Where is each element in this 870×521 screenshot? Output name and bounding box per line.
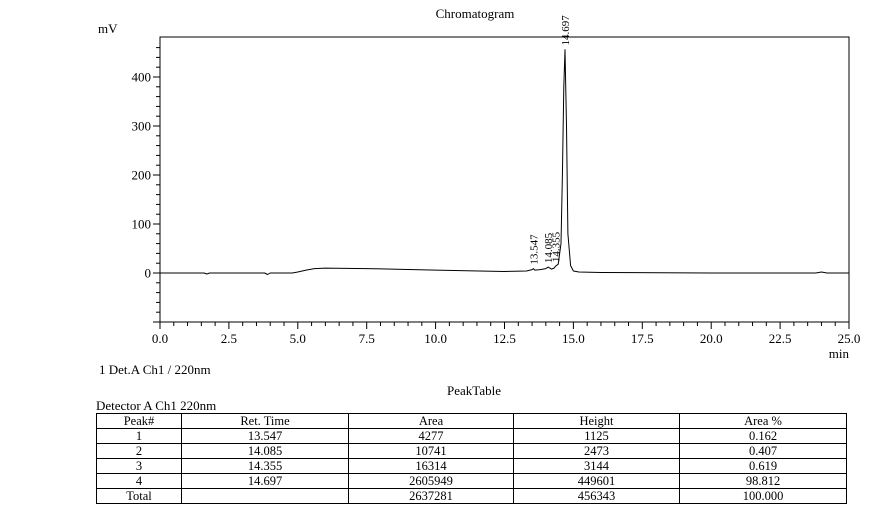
table-row: 4 14.697 2605949 449601 98.812	[96, 473, 847, 489]
column-header: Area	[348, 413, 514, 429]
table-cell: 2	[96, 443, 182, 459]
table-cell: 14.697	[181, 473, 349, 489]
peak-table-header-row: Peak# Ret. Time Area Height Area %	[96, 413, 847, 429]
x-tick-label: 5.0	[290, 331, 306, 346]
column-header: Height	[513, 413, 680, 429]
table-cell: 98.812	[679, 473, 847, 489]
table-cell	[181, 488, 349, 504]
y-tick-label: 400	[132, 70, 152, 85]
table-cell: 2473	[513, 443, 680, 459]
table-cell: 0.619	[679, 458, 847, 474]
detector-line: 1 Det.A Ch1 / 220nm	[99, 362, 211, 377]
table-cell: 14.355	[181, 458, 349, 474]
x-tick-label: 7.5	[359, 331, 375, 346]
x-tick-label: 20.0	[700, 331, 723, 346]
table-cell: 2637281	[348, 488, 514, 504]
y-axis-label: mV	[98, 21, 118, 36]
table-total-row: Total 2637281 456343 100.000	[96, 488, 847, 504]
plot-frame	[159, 36, 850, 323]
x-tick-label: 15.0	[562, 331, 585, 346]
table-row: 3 14.355 16314 3144 0.619	[96, 458, 847, 474]
table-cell: 0.162	[679, 428, 847, 444]
table-cell: 10741	[348, 443, 514, 459]
peak-table-title: PeakTable	[447, 383, 501, 398]
table-cell: 13.547	[181, 428, 349, 444]
table-cell: 16314	[348, 458, 514, 474]
peak-label: 13.547	[528, 234, 540, 265]
table-row: 1 13.547 4277 1125 0.162	[96, 428, 847, 444]
table-cell: 2605949	[348, 473, 514, 489]
table-cell: 14.085	[181, 443, 349, 459]
column-header: Area %	[679, 413, 847, 429]
table-cell: Total	[96, 488, 182, 504]
peak-label: 14.085	[543, 232, 555, 263]
chromatogram-chart: Chromatogram mV min 0 100 200 300 400 0.0 2.5…	[98, 6, 861, 361]
chart-title: Chromatogram	[436, 6, 515, 21]
x-tick-label: 22.5	[769, 331, 792, 346]
table-cell: 449601	[513, 473, 680, 489]
column-header: Ret. Time	[181, 413, 349, 429]
y-tick-label: 0	[145, 266, 152, 281]
x-tick-label: 25.0	[838, 331, 861, 346]
table-cell: 456343	[513, 488, 680, 504]
x-axis-label: min	[829, 346, 850, 361]
y-tick-label: 300	[132, 119, 152, 134]
table-cell: 4	[96, 473, 182, 489]
table-row: 2 14.085 10741 2473 0.407	[96, 443, 847, 459]
peak-label: 14.697	[560, 15, 572, 46]
y-tick-label: 200	[132, 168, 152, 183]
x-axis: 0.0 2.5 5.0 7.5 10.0 12.5 15.0 17.5 20.0 22.5 25.0	[152, 322, 861, 346]
x-tick-label: 17.5	[631, 331, 654, 346]
table-cell: 3	[96, 458, 182, 474]
table-cell: 3144	[513, 458, 680, 474]
table-cell: 100.000	[679, 488, 847, 504]
x-tick-label: 10.0	[424, 331, 447, 346]
peak-table: Peak# Ret. Time Area Height Area % 1 13.…	[96, 413, 847, 504]
x-tick-label: 2.5	[221, 331, 237, 346]
series-group	[160, 49, 849, 275]
x-tick-label: 0.0	[152, 331, 168, 346]
y-axis: 0 100 200 300 400	[132, 47, 160, 323]
table-cell: 1	[96, 428, 182, 444]
x-tick-label: 12.5	[493, 331, 516, 346]
peak-label: 14.355	[551, 231, 563, 262]
column-header: Peak#	[96, 413, 182, 429]
table-cell: 0.407	[679, 443, 847, 459]
chromatogram-trace	[160, 49, 849, 275]
table-cell: 4277	[348, 428, 514, 444]
peak-table-detector: Detector A Ch1 220nm	[96, 398, 217, 413]
table-cell: 1125	[513, 428, 680, 444]
y-tick-label: 100	[132, 217, 152, 232]
